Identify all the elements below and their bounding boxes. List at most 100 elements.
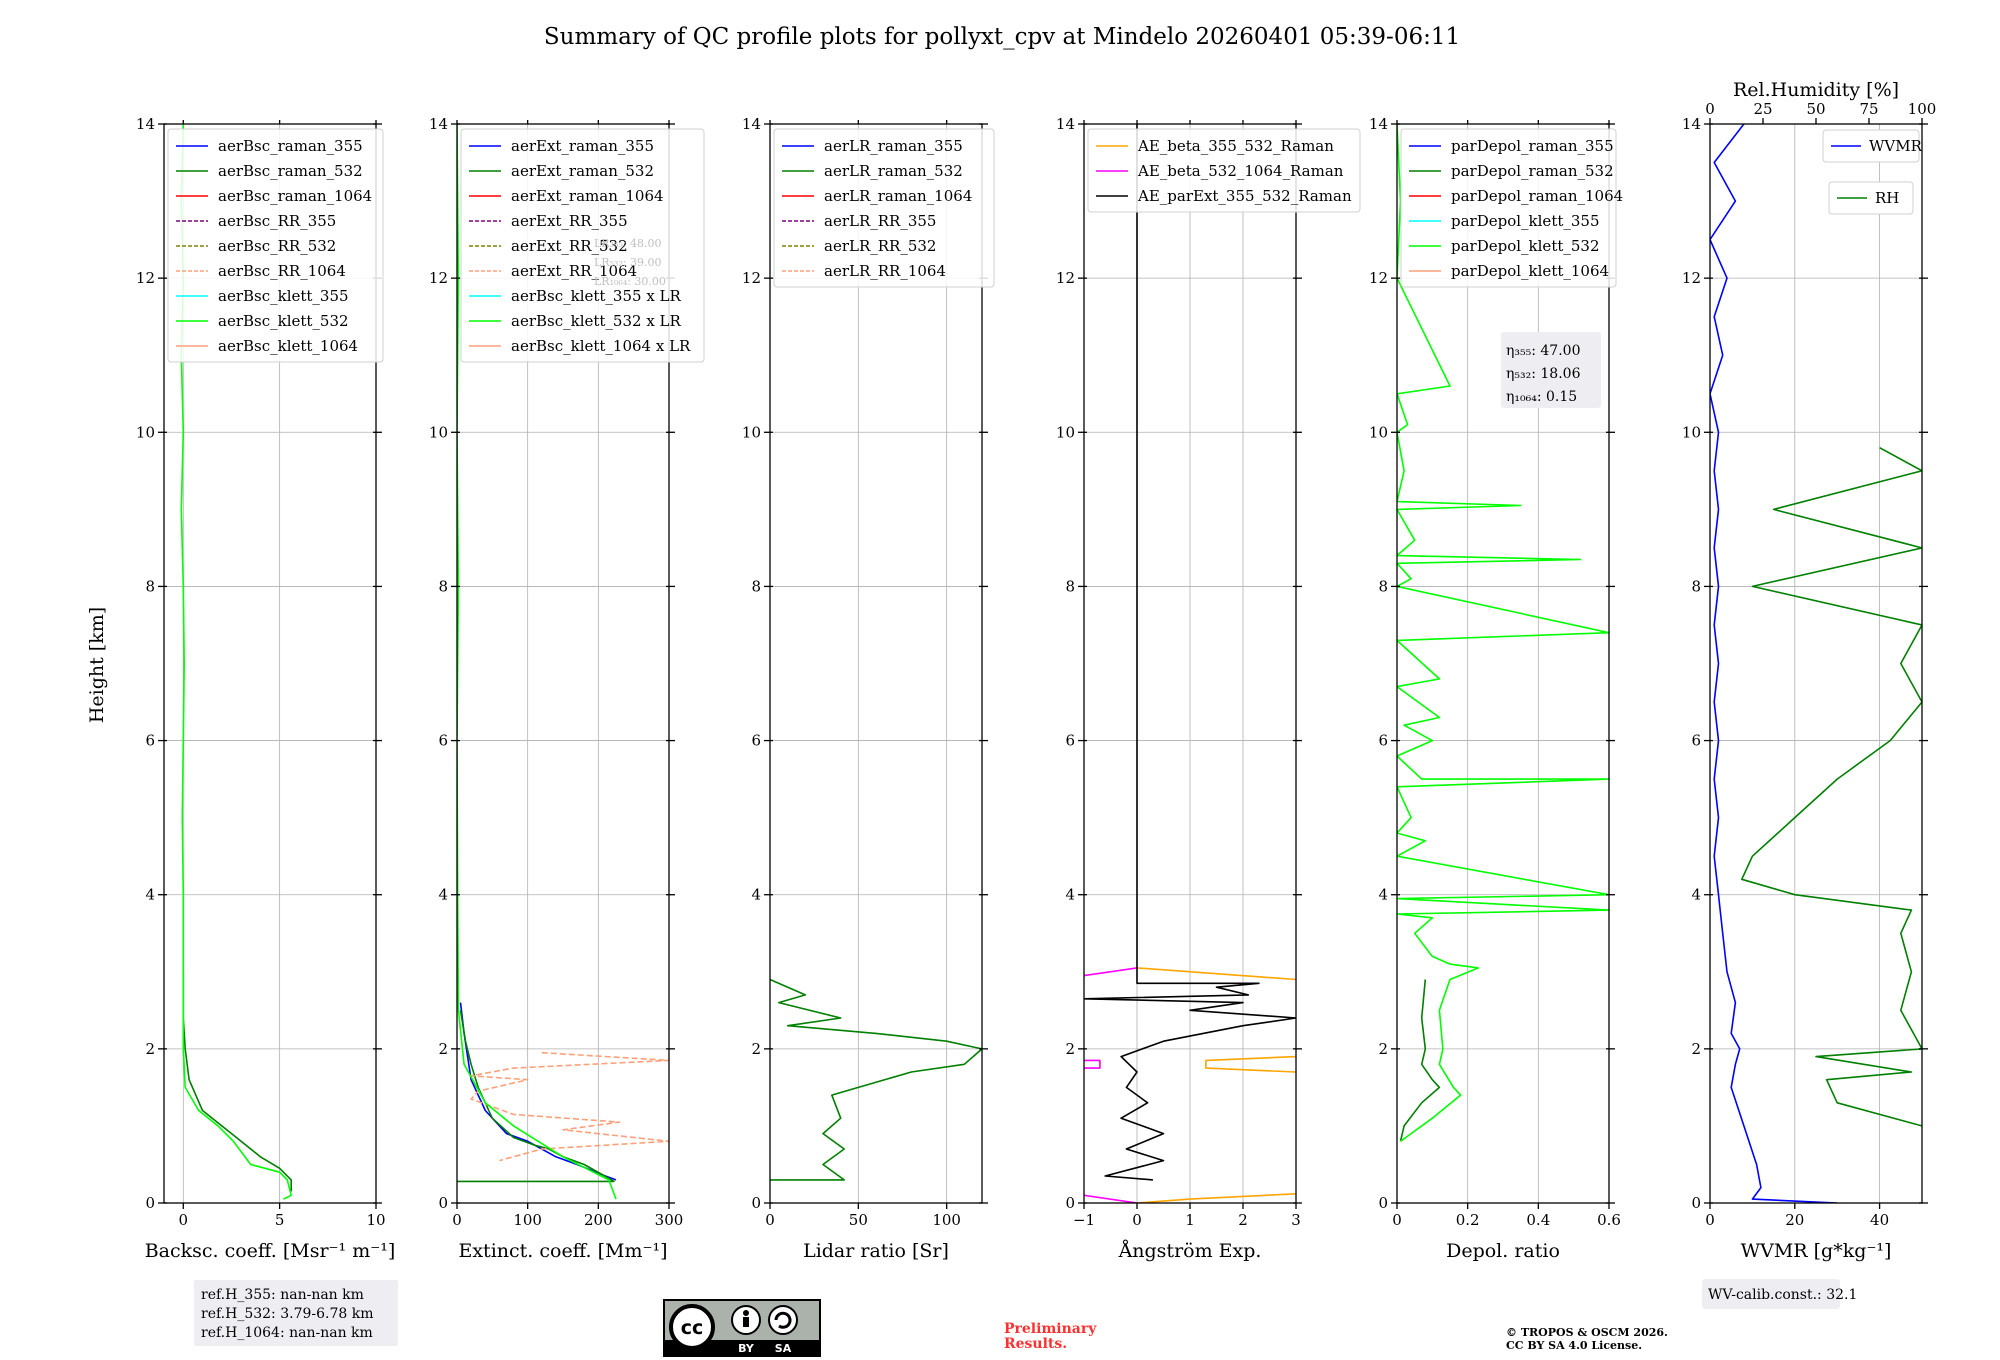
legend-label: aerExt_RR_1064 bbox=[511, 262, 637, 280]
copyright-line-2: CC BY SA 4.0 License. bbox=[1506, 1339, 1642, 1352]
x-tick-label: 0 bbox=[1392, 1211, 1402, 1229]
legend-label: aerExt_raman_532 bbox=[511, 162, 654, 180]
legend-label: aerBsc_klett_1064 x LR bbox=[511, 337, 691, 355]
legend-label: aerExt_raman_1064 bbox=[511, 187, 664, 205]
series-line-aerbsc-klett-532-x-lr bbox=[457, 124, 617, 1200]
legend-label: parDepol_klett_355 bbox=[1451, 212, 1600, 230]
x-tick-label: 100 bbox=[932, 1211, 961, 1229]
axes-frame bbox=[769, 123, 983, 1204]
series-group bbox=[1710, 124, 1922, 1203]
figure-title: Summary of QC profile plots for pollyxt_… bbox=[544, 24, 1460, 50]
legend-label: aerLR_raman_355 bbox=[824, 137, 963, 155]
series-line-ae-beta-355-532-raman-c bbox=[1136, 1193, 1296, 1203]
eta-annotation-box bbox=[1501, 332, 1601, 408]
y-tick-label: 2 bbox=[751, 1040, 761, 1058]
x-tick-label: 10 bbox=[366, 1211, 385, 1229]
calib-annotation-box bbox=[1702, 1279, 1840, 1309]
y-tick-label: 14 bbox=[136, 115, 155, 133]
y-tick-label: 14 bbox=[1369, 115, 1388, 133]
top-x-axis-label: Rel.Humidity [%] bbox=[1733, 79, 1899, 101]
preliminary-label-1: Preliminary bbox=[1004, 1321, 1097, 1337]
y-tick-label: 14 bbox=[1682, 115, 1701, 133]
series-line-aerext-raman-355 bbox=[459, 1002, 617, 1181]
y-tick-label: 14 bbox=[429, 115, 448, 133]
legend-label: parDepol_klett_532 bbox=[1451, 237, 1600, 255]
axes-frame bbox=[456, 123, 670, 1204]
y-tick-label: 6 bbox=[1691, 732, 1701, 750]
legend-label: aerBsc_raman_1064 bbox=[218, 187, 372, 205]
x-tick-label: 0 bbox=[452, 1211, 462, 1229]
lr-annotation: LR₁₀₆₄: 30.00 bbox=[594, 275, 666, 288]
series-group bbox=[180, 124, 292, 1200]
top-x-tick-label: 100 bbox=[1908, 100, 1937, 118]
series-line-pardepol-klett-532 bbox=[1397, 124, 1609, 1142]
y-tick-label: 10 bbox=[1056, 423, 1075, 441]
legend-box bbox=[167, 128, 384, 363]
y-tick-label: 12 bbox=[1369, 269, 1388, 287]
legend-label: parDepol_raman_355 bbox=[1451, 137, 1614, 155]
series-line-ae-beta-532-1064-raman-b bbox=[1084, 1059, 1101, 1069]
axes-frame bbox=[1709, 123, 1923, 1204]
y-tick-label: 0 bbox=[1378, 1194, 1388, 1212]
preliminary-label-2: Results. bbox=[1004, 1336, 1067, 1352]
x-tick-label: 3 bbox=[1291, 1211, 1301, 1229]
y-tick-label: 4 bbox=[1691, 886, 1701, 904]
legend-label: parDepol_raman_532 bbox=[1451, 162, 1614, 180]
y-tick-label: 8 bbox=[438, 577, 448, 595]
legend-label: AE_beta_532_1064_Raman bbox=[1137, 162, 1344, 180]
legend-box bbox=[1087, 128, 1361, 213]
y-tick-label: 12 bbox=[136, 269, 155, 287]
x-tick-label: 2 bbox=[1238, 1211, 1248, 1229]
ref-h-355: ref.H_355: nan-nan km bbox=[201, 1287, 364, 1303]
y-tick-label: 12 bbox=[742, 269, 761, 287]
y-tick-label: 6 bbox=[1065, 732, 1075, 750]
series-group bbox=[1397, 124, 1609, 1142]
ref-h-1064: ref.H_1064: nan-nan km bbox=[201, 1325, 373, 1341]
x-tick-label: 50 bbox=[849, 1211, 868, 1229]
y-tick-label: 4 bbox=[751, 886, 761, 904]
y-tick-label: 2 bbox=[145, 1040, 155, 1058]
x-tick-label: 0 bbox=[178, 1211, 188, 1229]
top-x-tick-label: 75 bbox=[1859, 100, 1878, 118]
y-tick-label: 6 bbox=[1378, 732, 1388, 750]
y-tick-label: 0 bbox=[1691, 1194, 1701, 1212]
eta-annotation: η₁₀₆₄: 0.15 bbox=[1506, 389, 1577, 405]
series-group bbox=[457, 124, 669, 1200]
series-line-ae-beta-355-532-raman-b bbox=[1205, 1055, 1296, 1073]
y-tick-label: 4 bbox=[145, 886, 155, 904]
x-tick-label: 0.4 bbox=[1526, 1211, 1550, 1229]
panel-depol: 0 2 4 6 8 10 12 14 0 0.2 0.4 0.6 Depol. ratio parDepo… bbox=[1369, 115, 1623, 1262]
legend-label: aerLR_raman_532 bbox=[824, 162, 963, 180]
series-group bbox=[1084, 124, 1296, 1203]
eta-annotation: η₃₅₅: 47.00 bbox=[1506, 343, 1580, 359]
series-line-wvmr bbox=[1710, 124, 1838, 1203]
legend-label: aerBsc_klett_1064 bbox=[218, 337, 358, 355]
y-tick-label: 8 bbox=[1691, 577, 1701, 595]
cc-icon bbox=[669, 1304, 715, 1350]
legend-label: AE_beta_355_532_Raman bbox=[1137, 137, 1334, 155]
y-tick-label: 2 bbox=[1691, 1040, 1701, 1058]
series-line-ae-beta-355-532-raman bbox=[1136, 967, 1296, 981]
y-tick-label: 6 bbox=[438, 732, 448, 750]
y-tick-label: 10 bbox=[742, 423, 761, 441]
x-tick-label: 0 bbox=[1705, 1211, 1715, 1229]
series-line-ae-beta-532-1064-raman-c bbox=[1084, 1194, 1138, 1203]
y-tick-label: 12 bbox=[429, 269, 448, 287]
panel-backscatter: 0 2 4 6 8 10 12 14 0 5 10 Backsc. coeff. [Msr⁻¹ m⁻¹… bbox=[136, 115, 395, 1262]
series-line-pardepol-raman-532 bbox=[1399, 979, 1441, 1142]
legend-label: aerBsc_klett_355 x LR bbox=[511, 287, 682, 305]
y-tick-label: 12 bbox=[1682, 269, 1701, 287]
legend-label: aerBsc_raman_532 bbox=[218, 162, 363, 180]
legend-label: aerBsc_klett_532 x LR bbox=[511, 312, 682, 330]
legend-label: aerLR_RR_355 bbox=[824, 212, 936, 230]
y-tick-label: 8 bbox=[751, 577, 761, 595]
y-tick-label: 2 bbox=[438, 1040, 448, 1058]
series-line-rh bbox=[1741, 446, 1922, 1127]
y-tick-label: 10 bbox=[1369, 423, 1388, 441]
cc-by-sa-badge: cc BY SA bbox=[663, 1299, 821, 1357]
cc-sa-label: SA bbox=[775, 1342, 792, 1355]
series-line-aerbsc-raman-532 bbox=[182, 971, 292, 1192]
eta-annotation: η₅₃₂: 18.06 bbox=[1506, 366, 1581, 382]
y-tick-label: 8 bbox=[1065, 577, 1075, 595]
legend-label: AE_parExt_355_532_Raman bbox=[1137, 187, 1352, 205]
